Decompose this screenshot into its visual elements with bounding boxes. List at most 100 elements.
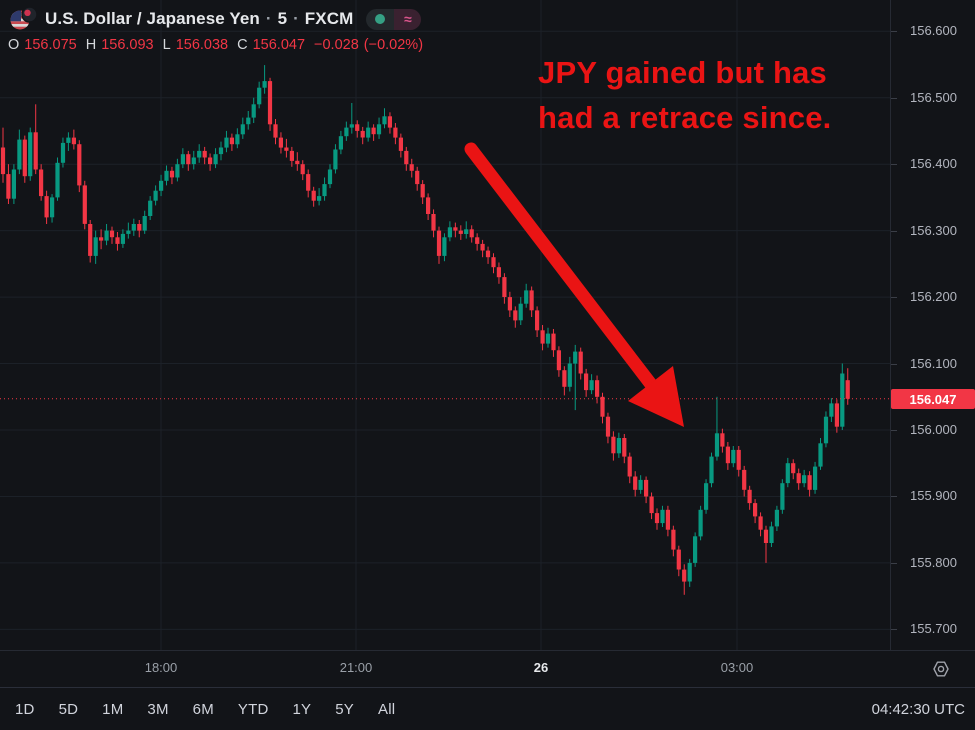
gear-icon[interactable] xyxy=(930,658,952,680)
candle-body xyxy=(475,237,480,244)
range-button-1y[interactable]: 1Y xyxy=(292,701,312,718)
range-button-1d[interactable]: 1D xyxy=(15,701,35,718)
candle-body xyxy=(126,230,131,234)
candle-body xyxy=(66,137,71,143)
candle-body xyxy=(393,127,398,138)
candle-body xyxy=(813,466,818,490)
price-axis-label: 155.700 xyxy=(910,621,957,637)
candle-body xyxy=(774,509,779,527)
candle-body xyxy=(747,489,752,504)
candle-body xyxy=(159,180,164,191)
candle-body xyxy=(649,496,654,514)
candle-body xyxy=(567,363,572,387)
usd-jpy-flag-pair-icon xyxy=(8,6,38,32)
price-axis-label: 156.000 xyxy=(910,422,957,437)
candle-body xyxy=(213,154,218,165)
candle-body xyxy=(191,157,196,165)
candle-body xyxy=(317,196,322,201)
candle-body xyxy=(513,310,518,321)
candle-body xyxy=(769,526,774,543)
candle-body xyxy=(404,150,409,165)
title-separator: · xyxy=(293,9,299,28)
candle-body xyxy=(753,503,758,517)
candle-body xyxy=(284,147,289,151)
time-axis-label: 03:00 xyxy=(720,660,754,675)
candle-body xyxy=(104,230,109,241)
candle-body xyxy=(235,134,240,145)
candle-body xyxy=(605,416,611,437)
candle-body xyxy=(731,449,736,464)
candle-body xyxy=(458,230,463,234)
candle-body xyxy=(573,351,578,364)
candle-body xyxy=(382,116,387,125)
candle-body xyxy=(524,290,529,304)
candle-body xyxy=(153,190,158,201)
candle-body xyxy=(644,479,649,497)
low-value: 156.038 xyxy=(175,37,229,53)
candle-body xyxy=(589,380,594,391)
candle-body xyxy=(115,237,120,244)
candle-body xyxy=(295,160,300,165)
candle-body xyxy=(485,250,491,258)
candle-body xyxy=(823,416,829,444)
range-button-6m[interactable]: 6M xyxy=(192,701,214,718)
candle-body xyxy=(300,164,305,175)
candle-body xyxy=(224,137,229,148)
candle-body xyxy=(654,513,660,524)
candle-body xyxy=(33,132,38,170)
price-axis-tick xyxy=(891,31,897,32)
time-axis-label: 26 xyxy=(533,660,549,675)
candle-body xyxy=(398,137,403,151)
candle-body xyxy=(120,233,125,244)
candle-body xyxy=(562,370,567,387)
candlestick-chart-canvas[interactable] xyxy=(0,0,890,650)
interval-label[interactable]: 5 xyxy=(277,9,288,28)
candle-body xyxy=(148,200,153,216)
range-button-ytd[interactable]: YTD xyxy=(237,701,269,718)
candle-body xyxy=(267,81,273,125)
range-button-5y[interactable]: 5Y xyxy=(335,701,355,718)
candle-body xyxy=(169,170,175,178)
candle-body xyxy=(431,214,436,231)
candle-body xyxy=(142,216,147,231)
utc-clock[interactable]: 04:42:30 UTC xyxy=(871,701,965,718)
candle-body xyxy=(600,396,605,417)
candle-body xyxy=(584,373,589,391)
range-button-1m[interactable]: 1M xyxy=(102,701,124,718)
price-axis[interactable]: 156.600 156.500 156.400 156.300 156.200 156.1… xyxy=(890,0,975,650)
candle-body xyxy=(39,169,44,197)
candle-body xyxy=(791,463,796,474)
candle-body xyxy=(595,380,600,397)
candle-body xyxy=(208,157,213,165)
candle-body xyxy=(742,469,747,490)
candle-body xyxy=(278,137,283,148)
candle-body xyxy=(633,476,638,490)
candle-body xyxy=(180,154,185,165)
candle-body xyxy=(164,170,169,181)
candle-body xyxy=(638,479,643,490)
price-axis-label: 156.100 xyxy=(910,355,957,371)
candle-body xyxy=(6,174,11,199)
candle-body xyxy=(137,224,142,231)
open-label: O xyxy=(8,37,20,53)
candle-body xyxy=(725,446,730,464)
price-axis-tick xyxy=(891,563,897,564)
candle-body xyxy=(709,456,714,484)
range-button-3m[interactable]: 3M xyxy=(147,701,169,718)
candle-body xyxy=(251,104,256,118)
candle-body xyxy=(802,475,807,484)
candle-body xyxy=(453,227,458,231)
range-button-all[interactable]: All xyxy=(378,701,396,718)
candle-body xyxy=(665,509,670,530)
range-button-5d[interactable]: 5D xyxy=(58,701,79,718)
annotation-arrow-shaft xyxy=(464,142,657,390)
candle-body xyxy=(371,127,376,135)
time-axis[interactable]: 18:00 21:00 26 03:00 xyxy=(0,650,975,688)
candle-body xyxy=(327,169,333,185)
candle-body xyxy=(714,433,720,457)
market-status-pill[interactable]: ≈ xyxy=(366,8,422,30)
price-axis-tick xyxy=(891,297,897,298)
candle-body xyxy=(556,350,561,371)
candle-body xyxy=(175,164,180,178)
